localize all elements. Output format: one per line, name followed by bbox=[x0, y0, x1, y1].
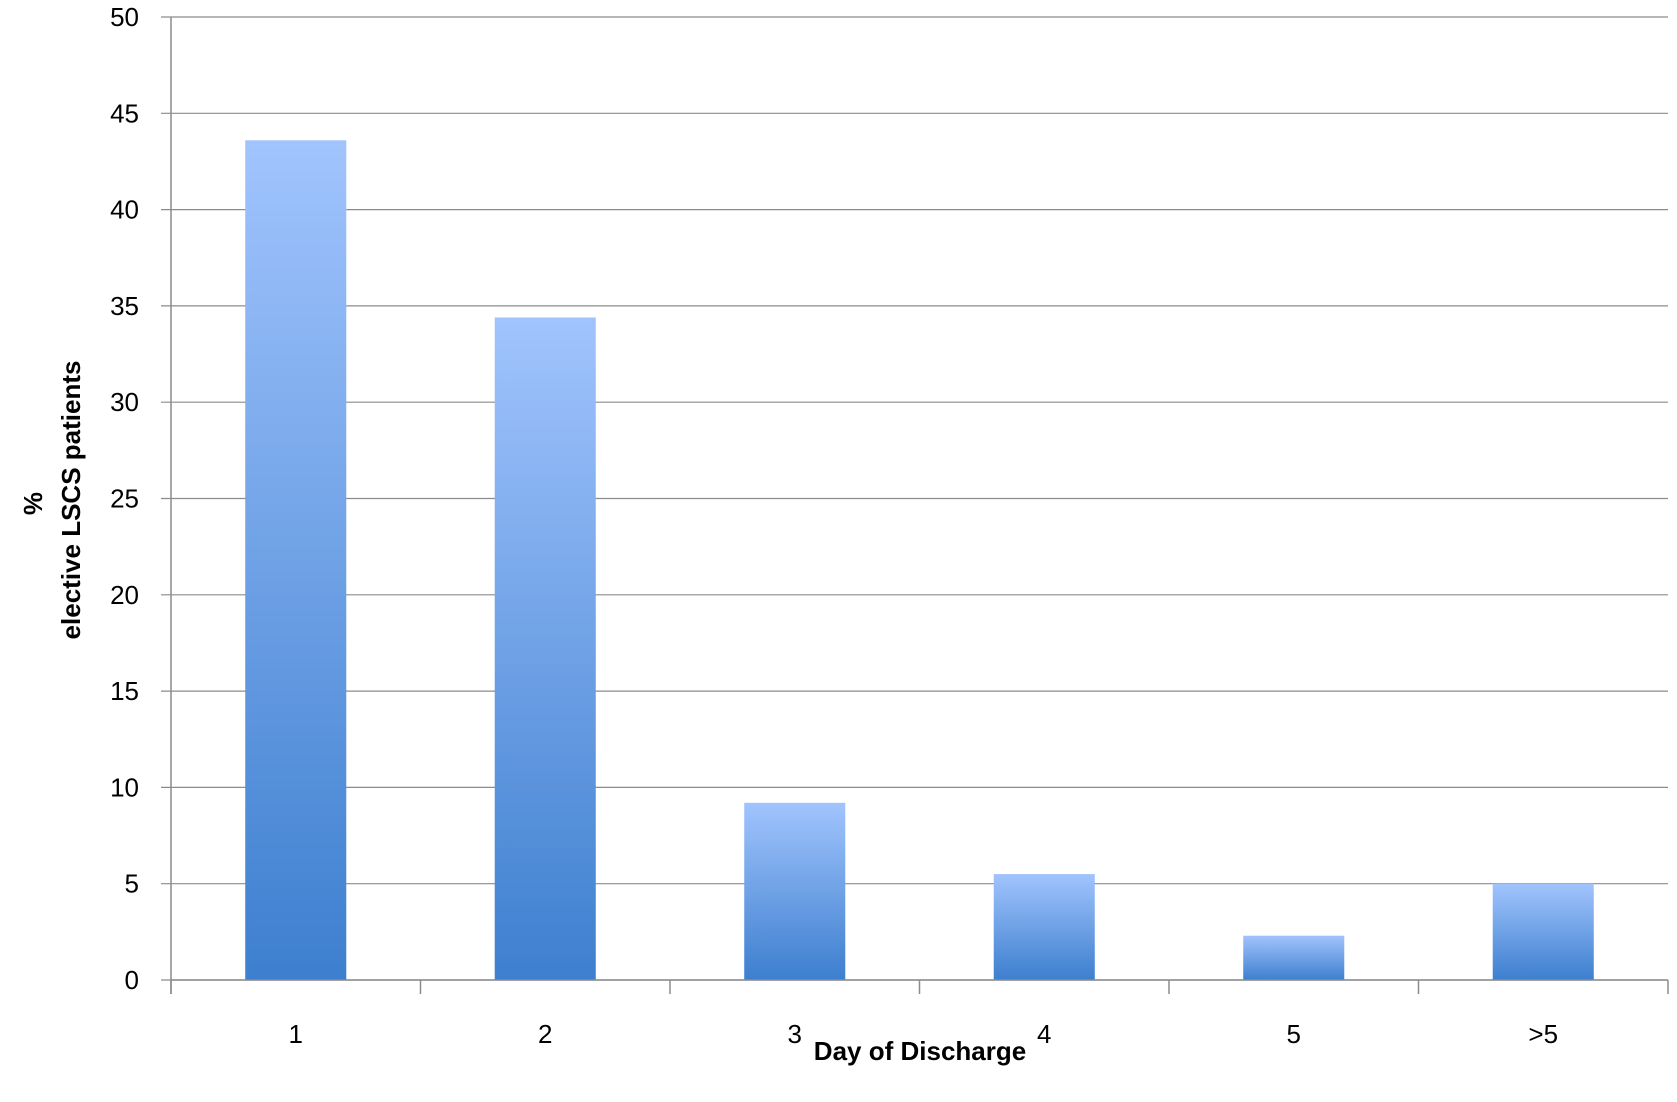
x-tick-label: >5 bbox=[1528, 1019, 1558, 1049]
y-tick-label: 15 bbox=[110, 676, 139, 706]
y-tick-label: 40 bbox=[110, 195, 139, 225]
gridlines bbox=[161, 16, 1668, 981]
y-tick-label: 45 bbox=[110, 98, 139, 128]
bar-3 bbox=[744, 802, 846, 980]
y-tick-labels: 0 5 10 15 20 25 30 35 40 45 50 bbox=[110, 2, 139, 995]
y-tick-label: 5 bbox=[125, 869, 139, 899]
bar-2 bbox=[494, 317, 596, 980]
x-tick-label: 4 bbox=[1037, 1019, 1051, 1049]
y-tick-label: 25 bbox=[110, 484, 139, 514]
x-tick-label: 3 bbox=[788, 1019, 802, 1049]
y-tick-label: 50 bbox=[110, 2, 139, 32]
y-axis-title: % elective LSCS patients bbox=[18, 361, 86, 640]
y-tick-label: 10 bbox=[110, 772, 139, 802]
x-tick-label: 1 bbox=[289, 1019, 303, 1049]
y-axis-title-line-1: % bbox=[18, 492, 48, 515]
bar-5 bbox=[1243, 935, 1345, 980]
bar-4 bbox=[993, 874, 1095, 980]
y-tick-label: 0 bbox=[125, 965, 139, 995]
x-tick-labels: 1 2 3 4 5 >5 bbox=[289, 1019, 1559, 1049]
bar-1 bbox=[245, 140, 347, 980]
bars bbox=[245, 140, 1594, 980]
y-tick-label: 30 bbox=[110, 387, 139, 417]
y-tick-label: 35 bbox=[110, 291, 139, 321]
x-tick-label: 2 bbox=[538, 1019, 552, 1049]
axes bbox=[170, 17, 1669, 994]
x-tick-label: 5 bbox=[1287, 1019, 1301, 1049]
y-tick-label: 20 bbox=[110, 580, 139, 610]
bar->5 bbox=[1492, 883, 1594, 980]
x-axis-title: Day of Discharge bbox=[814, 1036, 1026, 1066]
y-axis-title-line-2: elective LSCS patients bbox=[56, 361, 86, 640]
